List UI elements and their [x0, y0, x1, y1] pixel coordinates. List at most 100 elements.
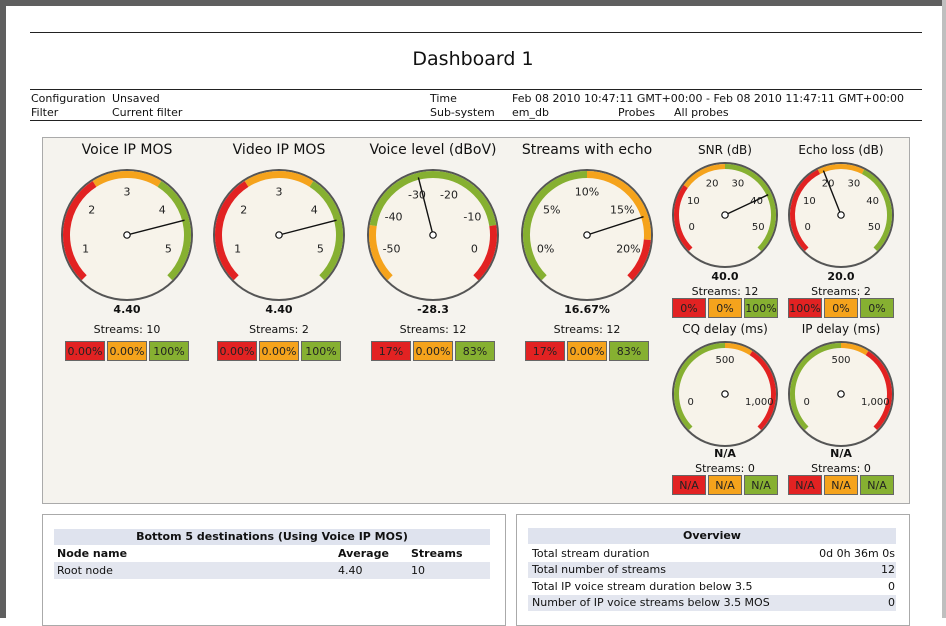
tick-label: 1	[82, 242, 89, 255]
percent-box-green[interactable]: 100%	[301, 341, 341, 361]
percent-box-red[interactable]: N/A	[788, 475, 822, 495]
percent-box-orange[interactable]: 0.00%	[107, 341, 147, 361]
window-frame-left	[0, 0, 6, 618]
overview-value: 12	[881, 563, 895, 577]
gauge-band-orange	[840, 343, 869, 356]
gauge-band-orange	[817, 164, 865, 175]
gauge-value: 16.67%	[564, 303, 610, 316]
percent-box-orange[interactable]: N/A	[824, 475, 858, 495]
gauge-title: Echo loss (dB)	[798, 143, 884, 157]
tick-label: -50	[383, 242, 401, 255]
percent-box-orange[interactable]: N/A	[708, 475, 742, 495]
gauge-needle	[586, 216, 644, 236]
gauge-dial: 0 500 1,000	[672, 341, 778, 447]
percent-box-green[interactable]: 83%	[455, 341, 495, 361]
gauge-band-green	[790, 343, 842, 431]
gauge-band-red	[749, 350, 776, 431]
probes-label: Probes	[618, 106, 655, 119]
tick-label: 1,000	[861, 397, 890, 408]
percent-box-orange[interactable]: 0%	[708, 298, 742, 318]
percent-box-red[interactable]: 17%	[525, 341, 565, 361]
tick-label: 10%	[575, 185, 599, 198]
overview-label: Total number of streams	[532, 563, 666, 577]
gauge-value: 4.40	[265, 303, 293, 316]
gauge-band-green	[724, 164, 776, 252]
percent-box-red[interactable]: 100%	[788, 298, 822, 318]
gauge-band-green	[157, 180, 191, 281]
gauge-band-green	[369, 171, 497, 227]
table-row[interactable]	[54, 562, 490, 579]
gauge-band-red	[63, 180, 97, 281]
tick-label: 2	[88, 203, 95, 216]
tick-label: 10	[803, 196, 816, 207]
gauge-percent-boxes: 0.00% 0.00% 100%	[65, 341, 191, 361]
gauge-value: 40.0	[711, 270, 739, 283]
tick-label: 500	[715, 355, 734, 366]
table-row	[528, 594, 896, 611]
tick-label: 1	[234, 242, 241, 255]
gauge-band-orange	[369, 224, 393, 281]
gauge-streams: Streams: 2	[249, 323, 309, 336]
overview-value: 0	[888, 595, 895, 609]
gauge-band-red	[215, 180, 249, 281]
meta-rule	[30, 120, 922, 121]
percent-box-green[interactable]: 100%	[149, 341, 189, 361]
gauge-title: CQ delay (ms)	[682, 322, 768, 336]
tick-label: 5	[317, 242, 324, 255]
gauge-hub	[123, 231, 131, 239]
tick-label: 4	[159, 203, 166, 216]
tick-label: -10	[463, 210, 481, 223]
gauge-title: SNR (dB)	[698, 143, 752, 157]
gauge-voice-level: Voice level (dBoV) -50 -40 -30 -20 -10 0 -28.3 S…	[366, 142, 500, 372]
percent-box-green[interactable]: 0%	[860, 298, 894, 318]
tick-label: 20%	[616, 242, 640, 255]
window-frame-top	[0, 0, 946, 6]
gauge-hub	[275, 231, 283, 239]
tick-label: 40	[866, 196, 879, 207]
tick-label: 3	[124, 185, 131, 198]
percent-box-red[interactable]: 0%	[672, 298, 706, 318]
tick-label: 2	[240, 203, 247, 216]
filter-value: Current filter	[112, 106, 183, 119]
gauge-streams: Streams: 2	[811, 285, 871, 298]
gauge-hub	[837, 211, 845, 219]
tick-label: -40	[385, 210, 403, 223]
percent-box-orange[interactable]: 0.00%	[413, 341, 453, 361]
percent-box-green[interactable]: 83%	[609, 341, 649, 361]
gauge-streams: Streams: 0	[811, 462, 871, 475]
gauge-percent-boxes: 100% 0% 0%	[788, 298, 896, 318]
gauge-band-orange	[724, 343, 753, 356]
gauge-value: N/A	[830, 447, 852, 460]
percent-box-green[interactable]: N/A	[860, 475, 894, 495]
tick-label: 0	[689, 222, 695, 233]
gauge-percent-boxes: 0.00% 0.00% 100%	[217, 341, 343, 361]
overview-value: 0	[888, 579, 895, 593]
gauge-streams: Streams: 12	[399, 323, 467, 336]
gauge-streams: Streams: 10	[93, 323, 161, 336]
percent-box-red[interactable]: 0.00%	[217, 341, 257, 361]
percent-box-red[interactable]: N/A	[672, 475, 706, 495]
gauge-cq-delay: CQ delay (ms) 0 500 1,000 N/A Streams: 0 N/A N/…	[670, 322, 780, 552]
gauge-dial: 0% 5% 10% 15% 20%	[521, 169, 653, 301]
percent-box-orange[interactable]: 0.00%	[259, 341, 299, 361]
filter-label: Filter	[31, 106, 59, 119]
gauge-hub	[721, 390, 729, 398]
bottom5-cell-node[interactable]: Root node	[57, 564, 113, 577]
tick-label: 5	[165, 242, 172, 255]
percent-box-red[interactable]: 0.00%	[65, 341, 105, 361]
gauge-percent-boxes: 17% 0.00% 83%	[525, 341, 651, 361]
percent-box-green[interactable]: 100%	[744, 298, 778, 318]
percent-box-red[interactable]: 17%	[371, 341, 411, 361]
header-rule	[30, 89, 922, 90]
gauge-band-orange	[244, 171, 314, 187]
bottom5-cell-streams: 10	[411, 564, 425, 577]
percent-box-green[interactable]: N/A	[744, 475, 778, 495]
gauge-dial: 0 10 20 30 40 50	[672, 162, 778, 268]
gauge-title: Streams with echo	[521, 142, 653, 158]
top-rule	[30, 32, 922, 33]
percent-box-orange[interactable]: 0%	[824, 298, 858, 318]
gauge-band-green	[309, 180, 343, 281]
percent-box-orange[interactable]: 0.00%	[567, 341, 607, 361]
tick-label: 30	[732, 178, 745, 189]
gauge-value: 20.0	[827, 270, 855, 283]
